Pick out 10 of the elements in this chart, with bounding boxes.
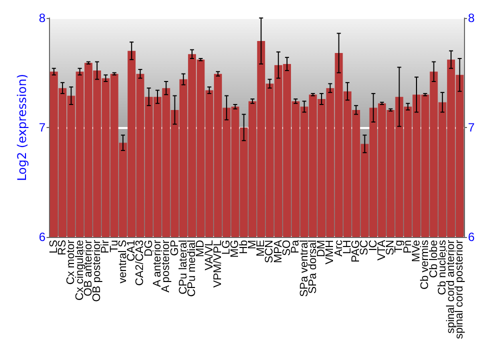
y2-tick-label: 7 xyxy=(468,120,475,134)
y-axis-title: Log2 (expression) xyxy=(15,74,29,181)
x-tick-label: Tg xyxy=(393,240,406,253)
y2-tick-label: 6 xyxy=(468,230,475,244)
y-tick-label: 8 xyxy=(38,11,46,25)
x-tick-label: A posterior xyxy=(160,240,172,293)
y-tick-label: 6 xyxy=(38,230,46,244)
x-tick-label: OB posterior xyxy=(91,240,104,302)
y2-tick-label: 8 xyxy=(468,11,475,25)
y-tick-label: 7 xyxy=(38,120,46,134)
